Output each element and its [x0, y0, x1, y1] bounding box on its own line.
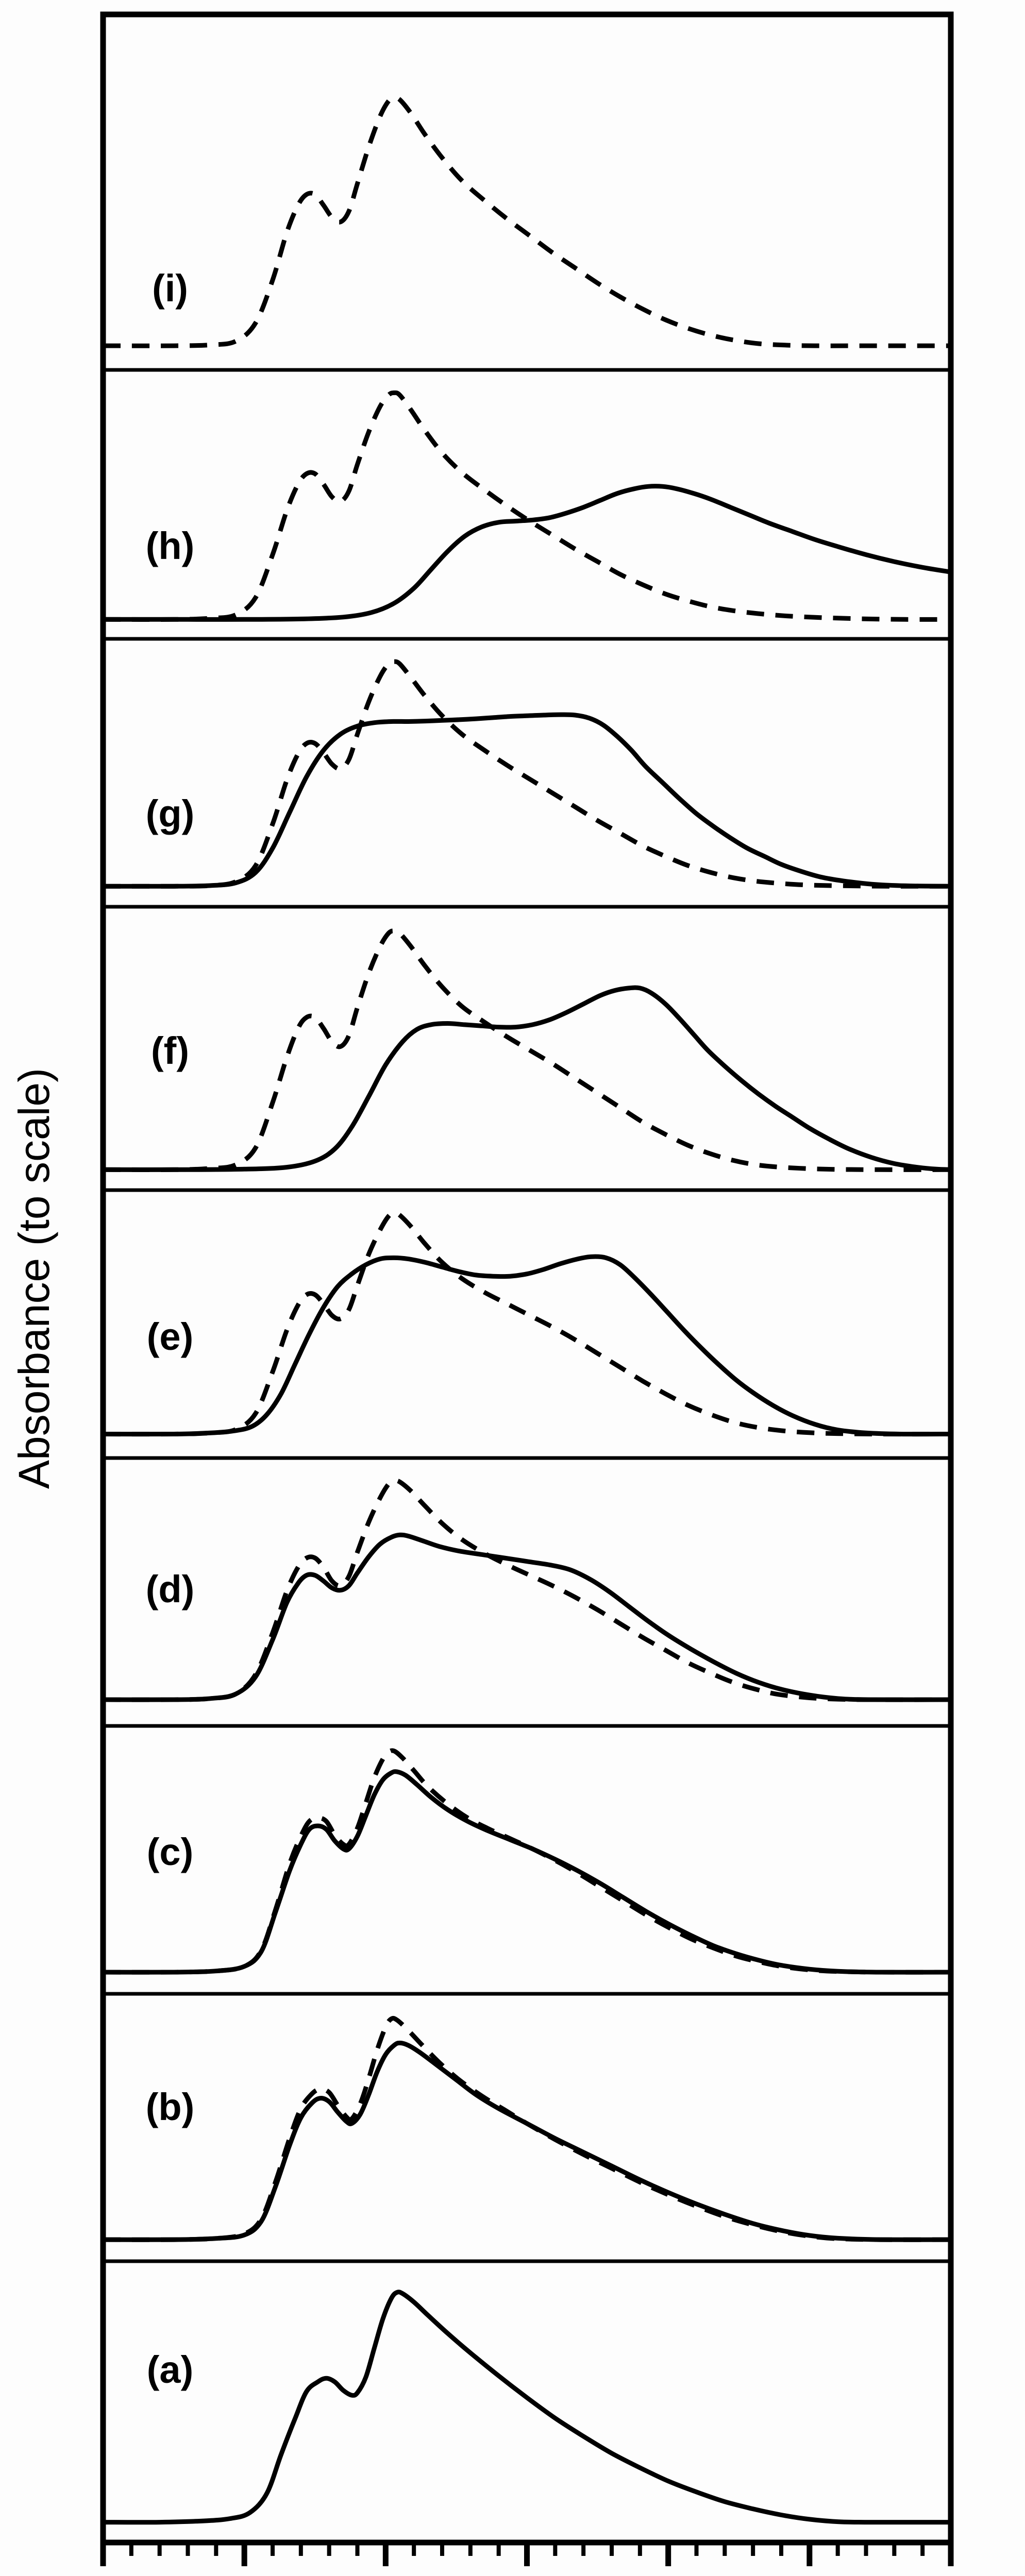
panel-label-a: (a) [147, 2348, 193, 2391]
spectrum-h-dashed [103, 390, 951, 622]
panel-label-g: (g) [146, 792, 195, 835]
panel-label-c: (c) [147, 1831, 193, 1873]
spectrum-d-solid [100, 1532, 953, 1702]
spectrum-d-dashed [103, 1478, 951, 1702]
panel-label-f: (f) [151, 1029, 189, 1072]
spectrum-h-solid [100, 484, 953, 622]
spectrum-c-dashed [103, 1748, 951, 1975]
panel-label-b: (b) [146, 2086, 195, 2128]
spectrum-e-dashed [103, 1210, 951, 1437]
panel-label-h: (h) [146, 524, 195, 567]
axis-ticks-layer [100, 2543, 954, 2566]
spectrum-g-dashed [103, 659, 951, 889]
spectrum-e-solid [100, 1254, 953, 1437]
plot-frame [100, 11, 954, 2546]
panel-label-e: (e) [147, 1315, 193, 1358]
spectrum-a-solid [100, 2290, 953, 2525]
plot-frame-layer [100, 11, 954, 2546]
axis-labels-layer: 2150210020502000195019001850Wavenumbers … [10, 267, 195, 2391]
spectrum-c-solid [100, 1769, 953, 1975]
spectrum-b-dashed [103, 2015, 951, 2242]
spectrum-b-solid [100, 2040, 953, 2242]
spectrum-i-dashed [103, 95, 951, 348]
spectrum-g-solid [100, 712, 953, 889]
spectrum-f-dashed [103, 928, 951, 1172]
panel-label-i: (i) [152, 267, 188, 310]
spectra-curves-layer [100, 95, 953, 2525]
y-axis-title: Absorbance (to scale) [10, 1068, 58, 1489]
spectrum-f-solid [100, 985, 953, 1172]
panel-label-d: (d) [146, 1568, 195, 1611]
